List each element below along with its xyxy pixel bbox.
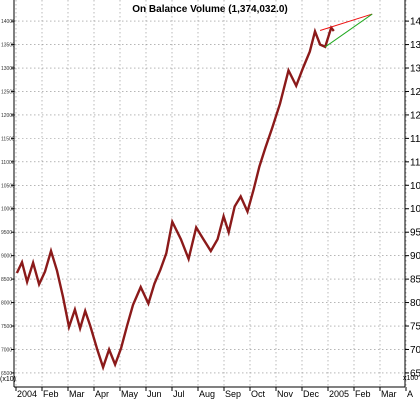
x-tick-label: Apr (95, 389, 109, 399)
y-right-unit-label: x100 (403, 375, 418, 382)
y-left-tick-label: 7000 (1, 347, 12, 353)
y-left-tick-label: 8500 (1, 277, 12, 283)
y-right-tick-label: 110 (410, 157, 420, 168)
trendline-group (319, 13, 373, 48)
x-tick-label: Jul (173, 389, 185, 399)
y-right-tick-label: 130 (410, 64, 420, 75)
x-tick-label: May (121, 389, 139, 399)
y-right-tick-label: 105 (410, 181, 420, 192)
y-left-tick-label: 9500 (1, 230, 12, 236)
y-right-tick-label: 90 (410, 251, 420, 262)
x-tick-label: Mar (69, 389, 85, 399)
chart-title: On Balance Volume (1,374,032.0) (132, 4, 287, 15)
y-left-unit-label: (x10) (0, 376, 16, 383)
y-right-tick-label: 75 (410, 322, 420, 333)
y-right-tick-label: 135 (410, 40, 420, 51)
y-right-tick-label: 70 (410, 345, 420, 356)
x-tick-label: 2005 (329, 389, 349, 399)
trendline (324, 13, 373, 48)
y-left-tick-label: 10500 (1, 183, 15, 189)
x-tick-label: 2004 (17, 389, 37, 399)
x-tick-label: Aug (199, 389, 215, 399)
y-right-tick-label: 120 (410, 110, 420, 121)
x-tick-label: Nov (277, 389, 294, 399)
y-right-tick-label: 65 (410, 368, 420, 379)
y-right-tick-label: 95 (410, 228, 420, 239)
y-left-tick-label: 6500 (1, 371, 12, 377)
trendline (319, 13, 373, 31)
y-left-tick-label: 12000 (1, 113, 15, 119)
grid-lines (14, 0, 407, 387)
x-tick-label: Dec (303, 389, 320, 399)
x-tick-label: Feb (43, 389, 59, 399)
y-left-tick-label: 13000 (1, 66, 15, 72)
y-left-tick-label: 9000 (1, 254, 12, 260)
y-left-tick-label: 13500 (1, 43, 15, 49)
y-left-tick-label: 11500 (1, 136, 15, 142)
y-left-tick-label: 10000 (1, 207, 15, 213)
y-right-tick-label: 125 (410, 87, 420, 98)
y-right-tick-label: 85 (410, 275, 420, 286)
y-right-tick-label: 100 (410, 204, 420, 215)
y-axis-left-ticks: 14500 14000 13500 13000 12500 12000 11500 11000… (1, 0, 15, 377)
series-group (15, 25, 335, 372)
x-axis-ticks: 2004 Feb Mar Apr May Jun Jul Aug Sep Oct Nov Dec 200… (15, 387, 413, 399)
y-right-tick-label: 115 (410, 134, 420, 145)
x-tick-label: Jun (147, 389, 162, 399)
y-left-tick-label: 11000 (1, 160, 15, 166)
x-tick-label: Oct (251, 389, 266, 399)
x-tick-label: A (407, 389, 413, 399)
y-right-tick-label: 140 (410, 17, 420, 28)
y-axis-right-ticks: 65 70 75 80 85 90 95 100 105 110 115 120 125 130 135 14… (405, 17, 420, 379)
y-left-tick-label: 8000 (1, 301, 12, 307)
x-tick-label: Feb (355, 389, 371, 399)
y-left-tick-label: 14000 (1, 19, 15, 25)
x-tick-label: Mar (381, 389, 397, 399)
y-left-tick-label: 12500 (1, 89, 15, 95)
y-right-tick-label: 80 (410, 298, 420, 309)
x-tick-label: Sep (225, 389, 241, 399)
y-left-tick-label: 7500 (1, 324, 12, 330)
y-left-tick-label: 14500 (1, 0, 15, 2)
obv-line (15, 25, 335, 372)
